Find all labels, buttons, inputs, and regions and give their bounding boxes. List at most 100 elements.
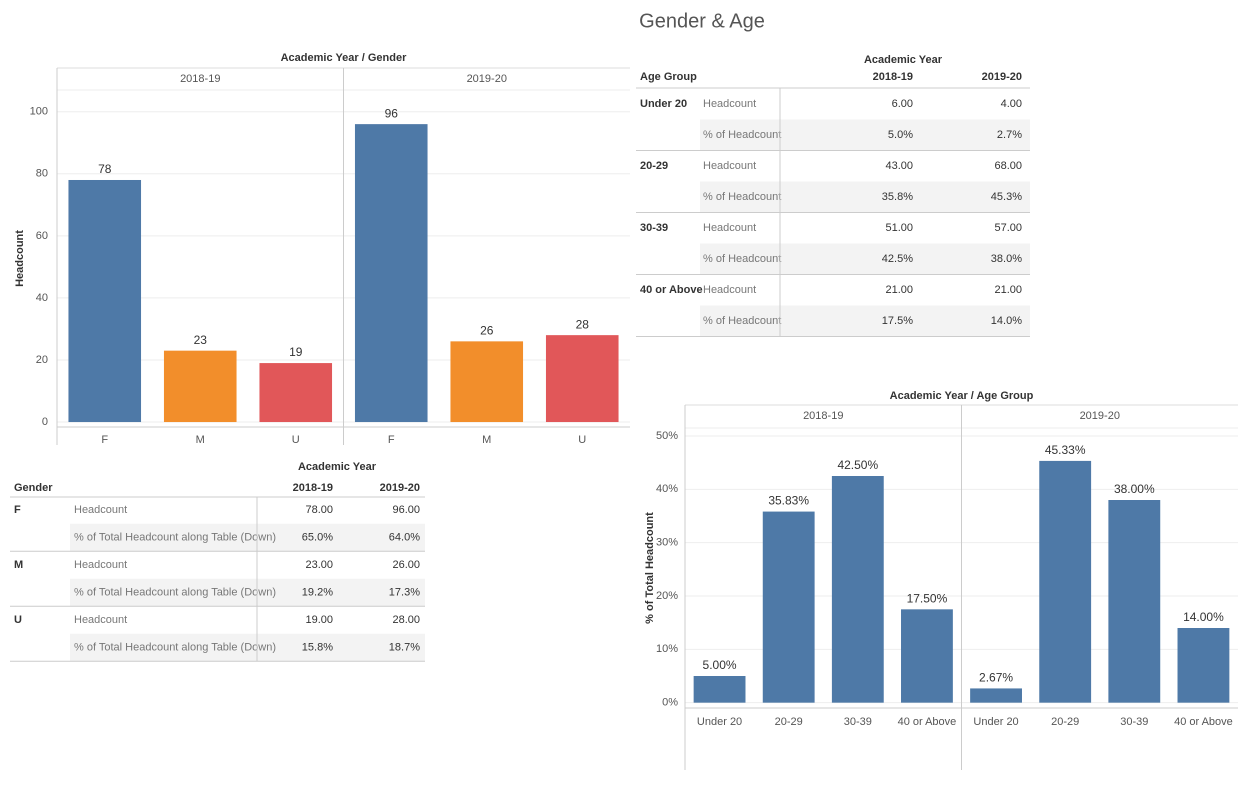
x-tick-label: Under 20 — [697, 716, 742, 728]
cell: 28.00 — [392, 614, 420, 626]
y-tick-label: 80 — [36, 168, 48, 180]
y-axis-label: Headcount — [14, 230, 26, 287]
bar — [545, 335, 619, 423]
cell: 21.00 — [885, 284, 913, 296]
chart-title: Academic Year / Age Group — [890, 390, 1034, 402]
row-label: Headcount — [74, 614, 127, 626]
value-label: 17.50% — [907, 592, 948, 606]
cell: 43.00 — [885, 160, 913, 172]
value-label: 23 — [194, 333, 208, 347]
table-title: Academic Year — [298, 461, 377, 473]
row-label: % of Total Headcount along Table (Down) — [74, 531, 276, 543]
x-tick-label: U — [578, 434, 586, 446]
value-label: 2.67% — [979, 671, 1013, 685]
cell: 14.0% — [991, 315, 1022, 327]
column-header: 2018-19 — [293, 482, 333, 494]
value-label: 28 — [576, 317, 590, 331]
row-label: % of Total Headcount along Table (Down) — [74, 586, 276, 598]
value-label: 38.00% — [1114, 482, 1155, 496]
panel-header: 2018-19 — [803, 410, 843, 422]
row-label: Headcount — [703, 284, 756, 296]
x-tick-label: 40 or Above — [898, 716, 957, 728]
row-label: % of Headcount — [703, 253, 781, 265]
cell: 38.0% — [991, 253, 1022, 265]
cell: 35.8% — [882, 191, 913, 203]
column-header: 2018-19 — [873, 71, 913, 83]
bar — [163, 350, 237, 423]
cell: 17.3% — [389, 586, 420, 598]
cell: 4.00 — [1001, 98, 1022, 110]
cell: 23.00 — [305, 559, 333, 571]
y-tick-label: 10% — [656, 643, 678, 655]
cell: 18.7% — [389, 641, 420, 653]
row-band — [70, 523, 425, 552]
x-tick-label: Under 20 — [973, 716, 1018, 728]
y-tick-label: 50% — [656, 430, 678, 442]
bar — [762, 511, 815, 703]
panel-header: 2018-19 — [180, 73, 220, 85]
cell: 15.8% — [302, 641, 333, 653]
cell: 68.00 — [994, 160, 1022, 172]
y-tick-label: 100 — [30, 106, 48, 118]
x-tick-label: 30-39 — [1120, 716, 1148, 728]
group-label: 40 or Above — [640, 284, 703, 296]
cell: 57.00 — [994, 222, 1022, 234]
panel-header: 2019-20 — [467, 73, 507, 85]
value-label: 35.83% — [768, 494, 809, 508]
x-tick-label: U — [292, 434, 300, 446]
row-label: % of Headcount — [703, 191, 781, 203]
row-label: Headcount — [703, 98, 756, 110]
table-title: Academic Year — [864, 54, 943, 66]
value-label: 78 — [98, 162, 112, 176]
y-tick-label: 0% — [662, 697, 678, 709]
value-label: 19 — [289, 345, 303, 359]
x-tick-label: F — [101, 434, 108, 446]
x-tick-label: 20-29 — [1051, 716, 1079, 728]
bar — [450, 341, 524, 423]
y-tick-label: 40% — [656, 483, 678, 495]
x-tick-label: 30-39 — [844, 716, 872, 728]
cell: 26.00 — [392, 559, 420, 571]
bar — [354, 124, 428, 423]
row-label: Headcount — [703, 160, 756, 172]
y-tick-label: 20% — [656, 590, 678, 602]
row-header: Gender — [14, 482, 53, 494]
bar — [693, 676, 746, 703]
row-band — [700, 119, 1030, 151]
y-tick-label: 60 — [36, 230, 48, 242]
row-header: Age Group — [640, 71, 697, 83]
row-label: % of Total Headcount along Table (Down) — [74, 641, 276, 653]
cell: 45.3% — [991, 191, 1022, 203]
cell: 78.00 — [305, 504, 333, 516]
cell: 6.00 — [892, 98, 913, 110]
dashboard-title: Gender & Age — [639, 10, 765, 32]
value-label: 26 — [480, 324, 494, 338]
group-label: U — [14, 614, 22, 626]
row-label: Headcount — [703, 222, 756, 234]
group-label: M — [14, 559, 23, 571]
column-header: 2019-20 — [380, 482, 420, 494]
cell: 17.5% — [882, 315, 913, 327]
row-label: % of Headcount — [703, 129, 781, 141]
row-band — [700, 243, 1030, 275]
value-label: 45.33% — [1045, 443, 1086, 457]
bar — [901, 609, 953, 703]
cell: 19.2% — [302, 586, 333, 598]
x-tick-label: M — [196, 434, 205, 446]
x-tick-label: F — [388, 434, 395, 446]
row-label: % of Headcount — [703, 315, 781, 327]
cell: 19.00 — [305, 614, 333, 626]
bar — [1177, 628, 1230, 703]
group-label: 20-29 — [640, 160, 668, 172]
x-tick-label: M — [482, 434, 491, 446]
cell: 5.0% — [888, 129, 913, 141]
cell: 64.0% — [389, 531, 420, 543]
x-tick-label: 40 or Above — [1174, 716, 1233, 728]
bar — [970, 688, 1022, 703]
cell: 51.00 — [885, 222, 913, 234]
y-axis-label: % of Total Headcount — [644, 512, 656, 624]
value-label: 96 — [385, 106, 399, 120]
bar — [831, 476, 884, 703]
group-label: 30-39 — [640, 222, 668, 234]
